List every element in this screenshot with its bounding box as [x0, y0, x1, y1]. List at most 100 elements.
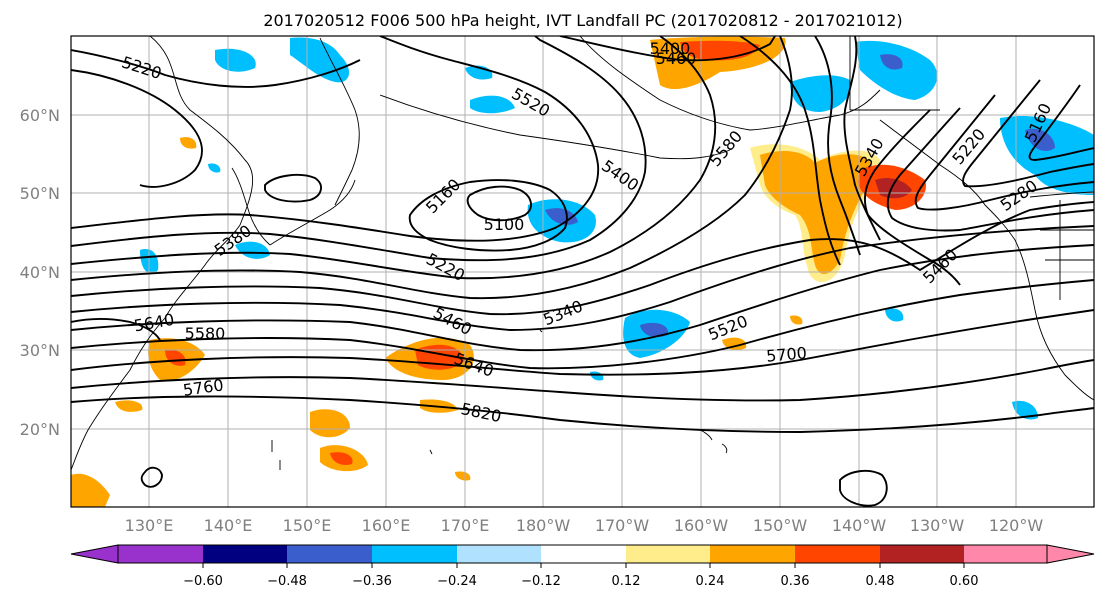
contour-low-south2 — [839, 469, 888, 507]
lat-label-20n: 20°N — [20, 420, 60, 439]
colorbar-tick-0.60: 0.60 — [950, 574, 979, 589]
contour-ne-ridge3 — [739, 36, 841, 266]
contour-label-5100: 5100 — [484, 215, 525, 234]
longitude-labels: 130°E 140°E 150°E 160°E 170°E 180°W 170°… — [125, 516, 1044, 535]
lon-label-150e: 150°E — [283, 516, 332, 535]
shade-neg-far-ne — [1000, 115, 1094, 195]
shade-pos-small4 — [790, 315, 803, 325]
shade-neg-se — [885, 308, 904, 322]
contour-ne-ridge1 — [843, 36, 881, 241]
shade-pos-small1 — [722, 337, 747, 350]
colorbar-segment-8 — [710, 545, 795, 563]
contour-5460 — [71, 201, 1094, 316]
colorbar-tick--0.48: −0.48 — [267, 574, 307, 589]
pacific-islands — [271, 329, 543, 470]
shade-pos-sw-red — [165, 349, 186, 366]
shade-neg-n — [470, 95, 515, 114]
border-ca-us — [1029, 191, 1094, 198]
shade-pos-south2-red — [330, 452, 353, 465]
colorbar-segment-5 — [457, 545, 541, 563]
colorbar-segment-11 — [964, 545, 1047, 563]
latitude-labels: 60°N 50°N 40°N 30°N 20°N — [20, 106, 60, 439]
colorbar-outline — [117, 544, 1048, 564]
contour-label-5700: 5700 — [765, 343, 807, 365]
contour-ne-trough3 — [914, 94, 1094, 211]
lon-label-180w: 180°W — [516, 516, 571, 535]
contour-5220 — [71, 36, 600, 242]
contour-5820 — [71, 395, 1094, 433]
canada-box — [849, 36, 940, 111]
contour-5100 — [466, 185, 532, 222]
shade-neg-ne2 — [855, 40, 938, 100]
contour-nw-5280 — [71, 69, 203, 188]
lon-label-160e: 160°E — [362, 516, 411, 535]
aleutians — [379, 94, 731, 160]
colorbar: −0.60 −0.48 −0.36 −0.24 −0.12 0.12 0.24 … — [70, 544, 1095, 589]
shade-neg-low-dark — [545, 208, 578, 225]
contour-label-5400-top: 5400 — [650, 39, 691, 58]
contour-5580 — [71, 244, 1094, 352]
shade-neg-se2 — [1012, 400, 1038, 420]
contour-5400 — [71, 36, 793, 300]
colorbar-max-extend — [1046, 544, 1095, 564]
contour-north-5220 — [71, 49, 361, 88]
shade-pos-south1 — [310, 409, 350, 438]
contour-5280 — [71, 36, 647, 262]
shade-pos-east-pacific-mid — [760, 151, 872, 275]
colorbar-segment-9 — [795, 545, 880, 563]
na-west-coast — [879, 119, 1094, 401]
colorbar-min-extend — [70, 544, 119, 564]
lon-label-120w: 120°W — [989, 516, 1044, 535]
contour-5760 — [71, 359, 1094, 402]
shade-neg-ne2-dark — [880, 54, 903, 70]
colorbar-tick--0.60: −0.60 — [183, 574, 223, 589]
map-frame — [70, 35, 1095, 508]
colorbar-ticks — [202, 563, 965, 568]
lat-label-40n: 40°N — [20, 263, 60, 282]
asia-coast — [71, 36, 254, 471]
lon-label-130w: 130°W — [910, 516, 965, 535]
shade-neg-nw — [215, 48, 256, 72]
colorbar-tick--0.12: −0.12 — [521, 574, 561, 589]
lon-label-170e: 170°E — [441, 516, 490, 535]
kuril-islands — [269, 179, 356, 246]
shade-neg-w — [235, 241, 270, 259]
shade-pos-small3 — [455, 471, 471, 481]
shade-neg-mid-dark — [640, 322, 669, 338]
colorbar-segment-4 — [372, 545, 457, 563]
shade-neg-ne — [790, 75, 851, 112]
contour-5520 — [71, 225, 1094, 331]
contour-label-5460-top: 5460 — [656, 49, 697, 68]
lat-label-60n: 60°N — [20, 106, 60, 125]
contour-low-south1 — [140, 466, 163, 488]
colorbar-tick-0.36: 0.36 — [781, 574, 810, 589]
contour-5160 — [408, 179, 568, 252]
colorbar-segment-7 — [626, 545, 710, 563]
colorbar-tick--0.36: −0.36 — [352, 574, 392, 589]
contour-label-5580-west: 5580 — [185, 324, 226, 343]
contour-ne-trough4 — [962, 79, 1094, 188]
shade-pos-west-edge2 — [115, 400, 143, 412]
colorbar-segment-3 — [287, 545, 372, 563]
contour-ne-ridge2 — [814, 36, 861, 256]
shade-neg-small2 — [208, 163, 221, 173]
lon-label-130e: 130°E — [125, 516, 174, 535]
contour-top-loop — [559, 36, 776, 62]
height-contours — [71, 36, 1094, 507]
shade-pos-small2 — [180, 137, 197, 149]
contour-sw-5640 — [71, 318, 161, 341]
alaska-coast — [579, 36, 881, 131]
map-panel: 5220 5520 5400 5460 5400 5580 5160 5100 … — [70, 35, 1095, 508]
figure-title: 2017020512 F006 500 hPa height, IVT Land… — [263, 11, 902, 30]
colorbar-segment-6 — [541, 545, 626, 563]
lon-label-140w: 140°W — [832, 516, 887, 535]
colorbar-tick-0.48: 0.48 — [866, 574, 895, 589]
contour-ne-trough5 — [1028, 84, 1094, 161]
contour-loop-nw — [264, 173, 322, 203]
lon-label-140e: 140°E — [204, 516, 253, 535]
coastlines — [71, 36, 1094, 471]
colorbar-segment-1 — [118, 545, 203, 563]
colorbar-tick--0.24: −0.24 — [437, 574, 477, 589]
lon-label-160w: 160°W — [674, 516, 729, 535]
colorbar-tick-0.24: 0.24 — [696, 574, 725, 589]
